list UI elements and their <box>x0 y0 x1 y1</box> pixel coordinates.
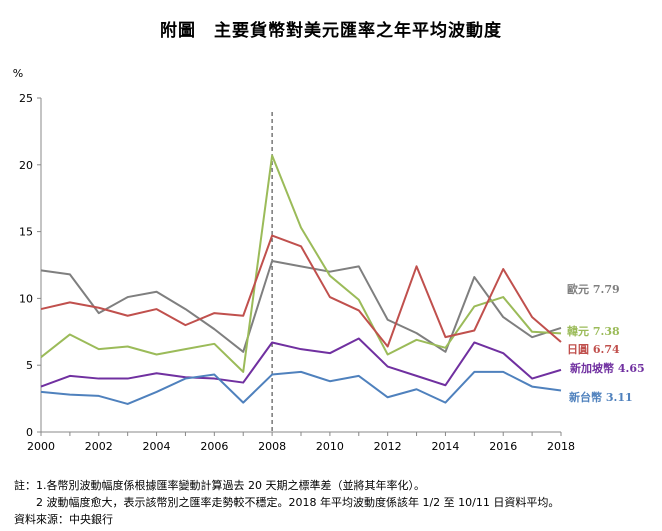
series-line <box>40 370 562 405</box>
footnote-2: 2 波動幅度愈大，表示該幣別之匯率走勢較不穩定。2018 年平均波動度係該年 1… <box>14 496 560 509</box>
x-tick-label: 2014 <box>431 440 459 453</box>
x-tick-label: 2018 <box>547 440 575 453</box>
series-line <box>40 337 562 388</box>
x-tick-label: 2016 <box>489 440 517 453</box>
series-label: 日圓 6.74 <box>567 343 620 356</box>
series-group <box>40 154 562 405</box>
x-tick-label: 2002 <box>85 440 113 453</box>
footnotes: 註：1.各幣別波動幅度係根據匯率變動計算過去 20 天期之標準差（並將其年率化）… <box>14 477 559 528</box>
x-tick-label: 2006 <box>200 440 228 453</box>
y-tick-label: 25 <box>19 92 33 105</box>
footnote-1: 註：1.各幣別波動幅度係根據匯率變動計算過去 20 天期之標準差（並將其年率化）… <box>14 479 425 492</box>
x-tick-label: 2004 <box>143 440 171 453</box>
y-tick-label: 10 <box>19 292 33 305</box>
x-tick-label: 2010 <box>316 440 344 453</box>
x-tick-label: 2000 <box>27 440 55 453</box>
y-tick-label: 5 <box>26 359 33 372</box>
axes: 0 5 10 15 20 25% 2000 2002 2004 2006 2008 2010 2012 2… <box>13 67 575 453</box>
series-line <box>40 234 562 348</box>
series-line <box>40 259 562 353</box>
series-label: 韓元 7.38 <box>567 324 620 338</box>
series-labels-group: 歐元 7.79 韓元 7.38 日圓 6.74 新加坡幣 4.65 新台幣 3.11 <box>567 282 645 404</box>
y-tick-label: 0 <box>26 426 33 439</box>
y-tick-label: 15 <box>19 226 33 239</box>
x-tick-label: 2008 <box>258 440 286 453</box>
series-label: 新加坡幣 4.65 <box>570 361 645 375</box>
line-chart: 0 5 10 15 20 25% 2000 2002 2004 2006 2008 2010 2012 2… <box>13 67 645 453</box>
series-line <box>40 154 562 373</box>
y-axis-label: % <box>13 67 23 80</box>
chart-title: 附圖 主要貨幣對美元匯率之年平均波動度 <box>160 21 502 41</box>
y-tick-label: 20 <box>19 159 33 172</box>
series-label: 歐元 7.79 <box>567 282 620 296</box>
series-label: 新台幣 3.11 <box>569 390 633 404</box>
x-tick-label: 2012 <box>374 440 402 453</box>
footnote-source: 資料來源：中央銀行 <box>14 513 113 526</box>
